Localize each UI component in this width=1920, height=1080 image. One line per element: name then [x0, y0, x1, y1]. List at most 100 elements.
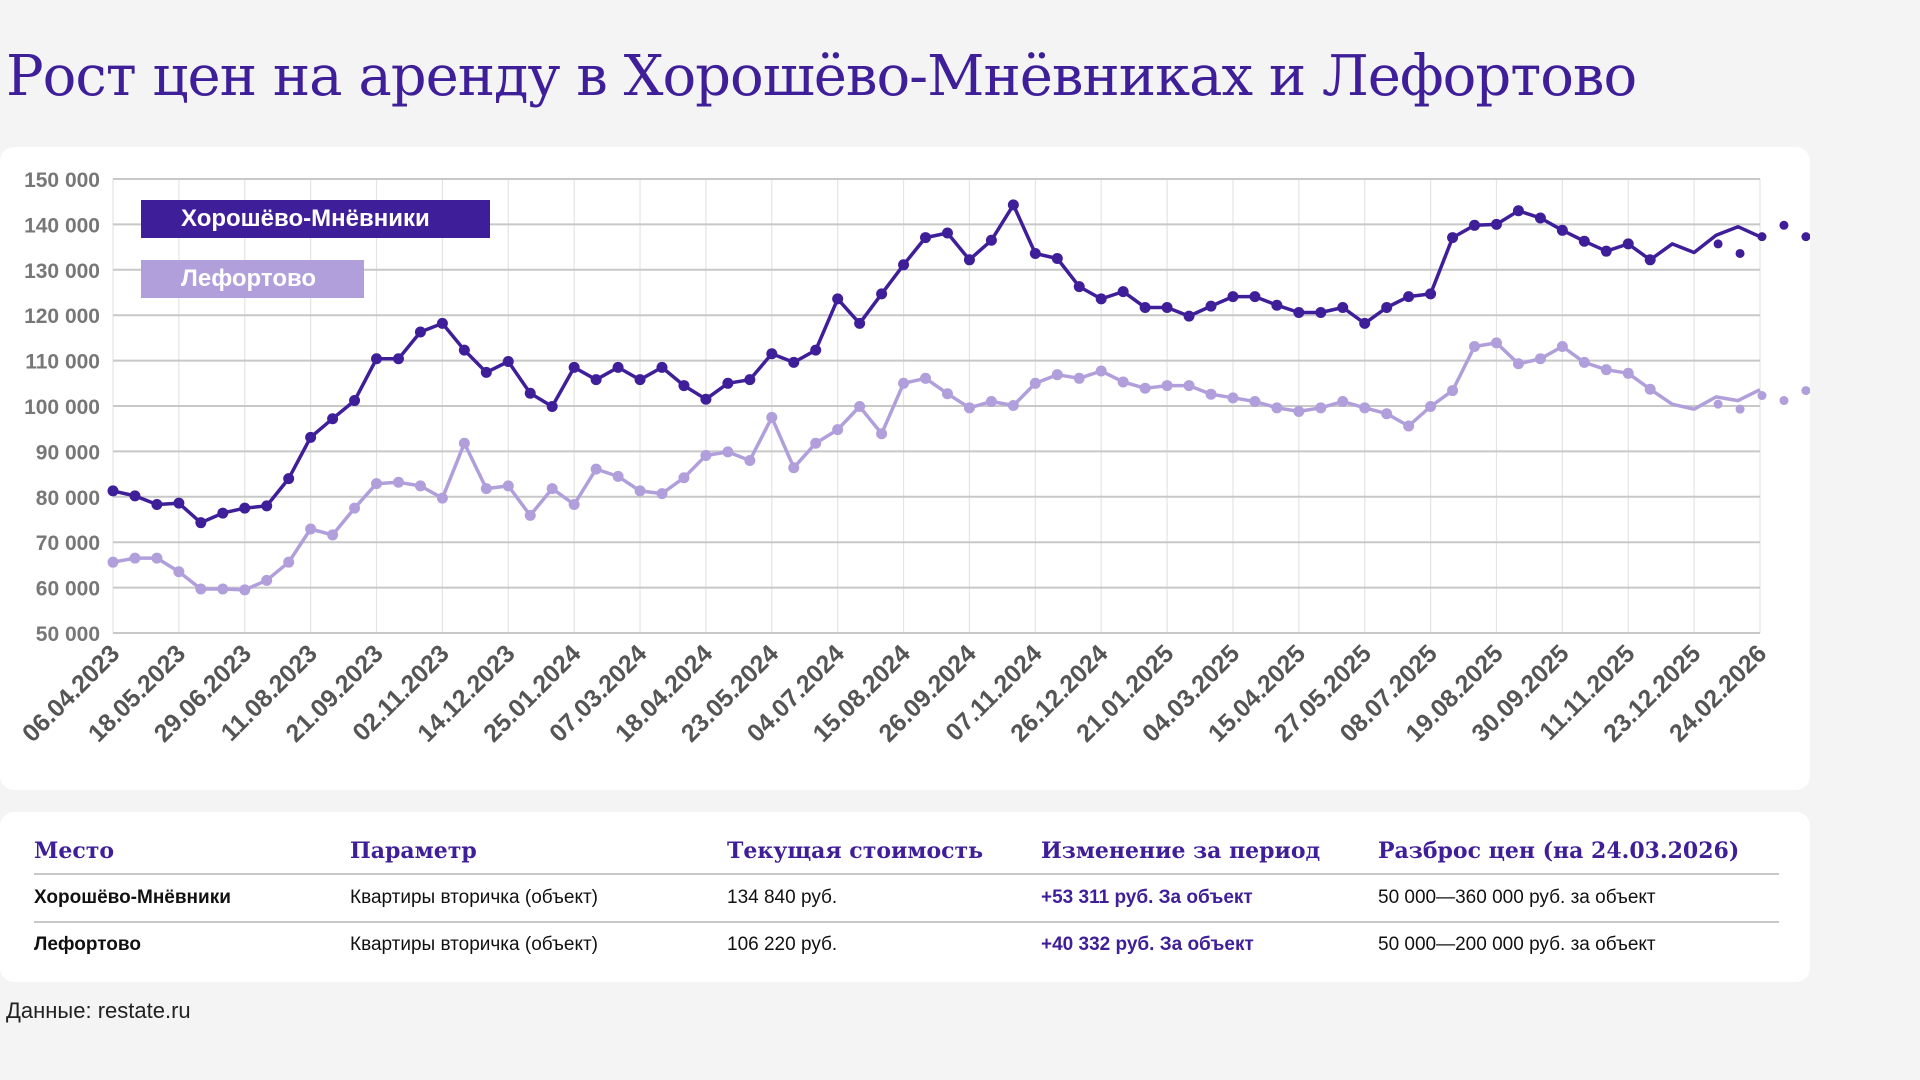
data-point — [700, 393, 712, 405]
data-point — [832, 293, 844, 305]
data-point — [1622, 238, 1634, 250]
data-point — [1512, 205, 1524, 217]
data-point — [261, 500, 273, 512]
extra-data-point — [1779, 396, 1789, 406]
data-point — [920, 372, 932, 384]
data-point — [195, 583, 207, 595]
extra-data-point — [1757, 232, 1767, 242]
data-point — [1644, 254, 1656, 266]
data-point — [546, 483, 558, 495]
data-point — [129, 490, 141, 502]
data-point — [349, 502, 361, 514]
extra-data-point — [1801, 386, 1810, 396]
data-point — [788, 462, 800, 474]
y-tick-label: 70 000 — [36, 532, 100, 555]
data-point — [1205, 388, 1217, 400]
cell-parameter: Квартиры вторичка (объект) — [350, 934, 599, 955]
data-point — [1622, 367, 1634, 379]
data-point — [458, 344, 470, 356]
chart-card: 06.04.2023 18.05.2023 29.06.2023 11.08.2023… — [0, 147, 1810, 790]
cell-price-range: 50 000—200 000 руб. за объект — [1378, 934, 1656, 955]
divider — [34, 921, 1779, 923]
data-point — [656, 361, 668, 373]
data-point — [1293, 306, 1305, 318]
data-point — [1007, 199, 1019, 211]
data-point — [1447, 385, 1459, 397]
divider — [34, 873, 1779, 875]
extra-data-point — [1713, 239, 1723, 249]
column-header-parameter: Параметр — [350, 838, 477, 864]
data-point — [744, 454, 756, 466]
data-point — [1469, 219, 1481, 231]
data-point — [1337, 301, 1349, 313]
data-point — [480, 483, 492, 495]
data-point — [985, 234, 997, 246]
data-point — [151, 499, 163, 511]
y-tick-label: 140 000 — [24, 214, 100, 237]
data-point — [1051, 369, 1063, 381]
data-point — [151, 552, 163, 564]
data-point — [1534, 353, 1546, 365]
data-point — [1205, 300, 1217, 312]
data-point — [1425, 400, 1437, 412]
data-point — [327, 529, 339, 541]
data-point — [766, 411, 778, 423]
data-point — [1029, 377, 1041, 389]
data-point — [1381, 301, 1393, 313]
data-point — [546, 400, 558, 412]
column-header-place: Место — [34, 838, 115, 864]
data-point — [1293, 405, 1305, 417]
data-point — [1095, 293, 1107, 305]
legend-item-lefortovo: Лефортово — [141, 260, 364, 298]
data-point — [414, 326, 426, 338]
data-point — [502, 480, 514, 492]
data-point — [1556, 224, 1568, 236]
data-point — [1117, 376, 1129, 388]
data-point — [590, 374, 602, 386]
data-point — [1139, 301, 1151, 313]
data-point — [722, 446, 734, 458]
y-tick-label: 90 000 — [36, 441, 100, 464]
data-point — [1600, 364, 1612, 376]
y-tick-label: 80 000 — [36, 487, 100, 510]
data-point — [634, 374, 646, 386]
data-point — [766, 348, 778, 360]
data-point — [941, 227, 953, 239]
data-point — [283, 556, 295, 568]
data-point — [568, 361, 580, 373]
data-point — [1139, 382, 1151, 394]
data-point — [700, 449, 712, 461]
data-point — [1051, 252, 1063, 264]
data-point — [1249, 291, 1261, 303]
data-point — [371, 478, 383, 490]
column-header-change: Изменение за период — [1041, 838, 1321, 864]
data-point — [963, 402, 975, 414]
cell-current-price: 106 220 руб. — [727, 934, 838, 955]
cell-place: Лефортово — [34, 934, 141, 955]
cell-current-price: 134 840 руб. — [727, 887, 838, 908]
data-point — [941, 388, 953, 400]
cell-change: +53 311 руб. За объект — [1041, 887, 1253, 908]
data-point — [590, 463, 602, 475]
data-point — [502, 356, 514, 368]
data-point — [327, 413, 339, 425]
data-point — [107, 485, 119, 497]
data-point — [656, 488, 668, 500]
page-title: Рост цен на аренду в Хорошёво-Мнёвниках … — [6, 44, 1637, 109]
legend-item-khoroshevo-mnevniki: Хорошёво-Мнёвники — [141, 200, 490, 238]
extra-data-point — [1757, 391, 1767, 401]
data-point — [1249, 395, 1261, 407]
data-point — [1600, 245, 1612, 257]
data-point — [371, 353, 383, 365]
data-point — [1117, 286, 1129, 298]
data-point — [810, 437, 822, 449]
data-point — [898, 259, 910, 271]
data-point — [1381, 408, 1393, 420]
y-tick-label: 60 000 — [36, 578, 100, 601]
data-source: Данные: restate.ru — [6, 998, 191, 1023]
y-tick-label: 50 000 — [36, 623, 100, 646]
y-tick-label: 120 000 — [24, 305, 100, 328]
data-point — [1227, 291, 1239, 303]
data-point — [173, 566, 185, 578]
data-point — [1359, 317, 1371, 329]
